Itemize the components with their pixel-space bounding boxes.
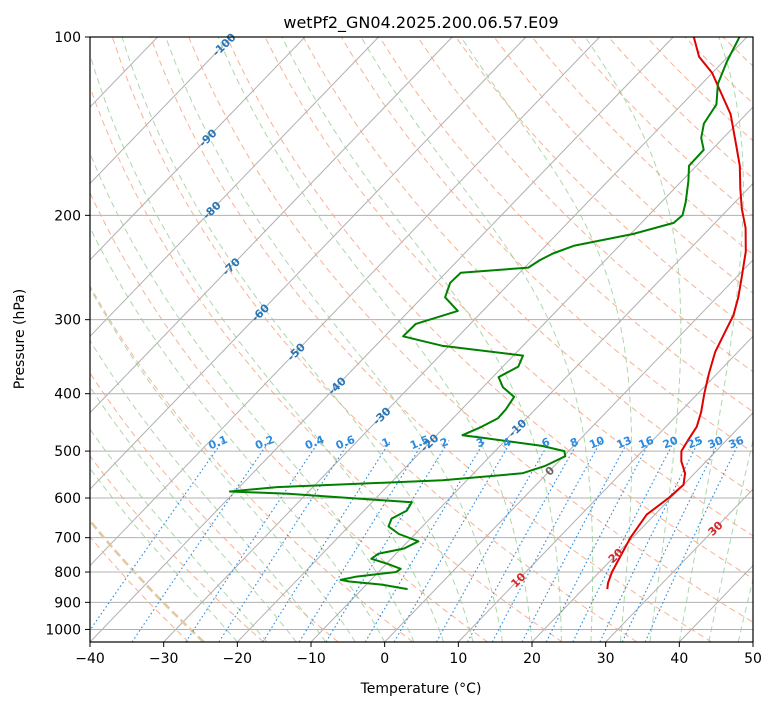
isotherm-line (0, 37, 10, 642)
x-tick-label: 40 (670, 651, 688, 667)
x-tick-label: 0 (380, 651, 389, 667)
isotherm-line (753, 37, 775, 642)
y-tick-label: 900 (54, 595, 81, 611)
x-tick-label: −40 (75, 651, 105, 667)
x-tick-label: −20 (223, 651, 253, 667)
y-tick-label: 600 (54, 491, 81, 507)
y-tick-label: 700 (54, 531, 81, 547)
y-tick-label: 100 (54, 30, 81, 46)
y-tick-label: 200 (54, 208, 81, 224)
y-tick-label: 1000 (45, 622, 81, 638)
y-axis-label: Pressure (hPa) (12, 289, 28, 389)
y-tick-label: 300 (54, 313, 81, 329)
x-tick-label: 30 (597, 651, 615, 667)
dry-adiabat-line (761, 37, 775, 642)
y-tick-label: 500 (54, 444, 81, 460)
x-tick-label: 10 (449, 651, 467, 667)
x-tick-label: 20 (523, 651, 541, 667)
chart-title: wetPf2_GN04.2025.200.06.57.E09 (283, 13, 558, 33)
x-tick-label: 50 (744, 651, 762, 667)
x-tick-label: −30 (149, 651, 179, 667)
y-tick-label: 800 (54, 565, 81, 581)
x-axis-label: Temperature (°C) (360, 681, 482, 697)
x-tick-label: −10 (296, 651, 326, 667)
y-tick-label: 400 (54, 387, 81, 403)
